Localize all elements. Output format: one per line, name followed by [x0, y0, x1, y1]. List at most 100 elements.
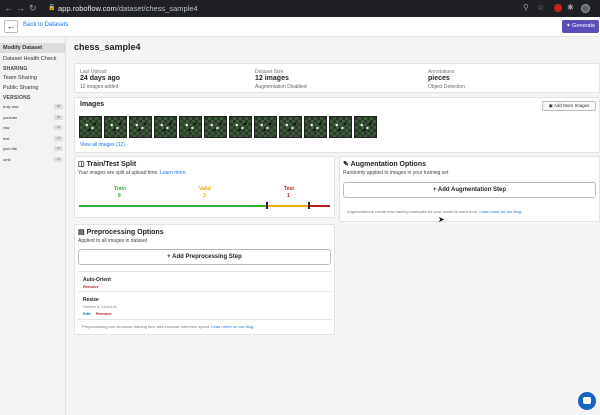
versions-heading: VERSIONS [3, 95, 31, 101]
divider [78, 271, 331, 272]
sidebar-item-health-check[interactable]: Dataset Health Check [3, 56, 57, 62]
split-book-icon: ◫ [78, 161, 85, 168]
annotations-label: Annotations [428, 69, 455, 75]
add-augmentation-step-button[interactable]: + Add Augmentation Step [343, 182, 596, 198]
browser-toolbar: ← → ↻ 🔒 app.roboflow.com/dataset/chess_s… [0, 0, 600, 17]
train-count: 8 [118, 193, 121, 199]
last-upload-label: Last Upload [80, 69, 107, 75]
generate-label: Generate [572, 23, 596, 29]
split-description: Your images are split at upload time. Le… [78, 170, 187, 176]
image-thumbnail[interactable] [304, 116, 327, 138]
split-learn-more-link[interactable]: Learn more. [160, 170, 188, 176]
last-upload-value: 24 days ago [80, 75, 121, 82]
resize-edit-link[interactable]: Edit [83, 311, 91, 316]
back-to-datasets-link[interactable]: Back to Datasets [23, 22, 69, 28]
image-thumbnail[interactable] [329, 116, 352, 138]
auto-orient-remove-link[interactable]: Remove [83, 284, 99, 289]
split-slider-handle[interactable] [266, 202, 268, 209]
image-thumbnail[interactable] [79, 116, 102, 138]
version-badge: v2 [54, 146, 63, 151]
train-test-split-card [74, 156, 335, 218]
last-upload-sub: 12 images added [80, 84, 119, 90]
image-thumbnail[interactable] [279, 116, 302, 138]
sidebar-item-modify-dataset[interactable]: Modify Dataset [0, 43, 66, 53]
test-label: Test [284, 186, 294, 192]
url-host: app.roboflow.com [58, 4, 117, 13]
version-name: test [3, 136, 10, 141]
generate-button[interactable]: ✦ Generate [562, 20, 599, 33]
split-title: ◫ Train/Test Split [78, 160, 136, 168]
image-thumbnail[interactable] [129, 116, 152, 138]
image-thumbnail[interactable] [104, 116, 127, 138]
augmentation-blog-link[interactable]: Learn more on our blog. [479, 209, 523, 214]
divider [78, 291, 331, 292]
add-preprocessing-step-button[interactable]: + Add Preprocessing Step [78, 249, 331, 265]
augmentation-title: ✎ Augmentation Options [343, 160, 426, 168]
preprocessing-title-text: Preprocessing Options [86, 229, 164, 236]
image-thumbnail[interactable] [204, 116, 227, 138]
lock-icon: 🔒 [48, 5, 56, 11]
back-arrow-button[interactable]: ← [4, 20, 18, 33]
augmentation-title-text: Augmentation Options [350, 161, 427, 168]
extension-icon[interactable] [554, 4, 562, 12]
image-thumbnail[interactable] [354, 116, 377, 138]
puzzle-extensions-icon[interactable]: ✱ [567, 3, 574, 12]
zoom-search-icon[interactable]: ⚲ [523, 3, 529, 12]
chat-support-icon[interactable] [578, 392, 596, 410]
sidebar: Modify Dataset Dataset Health Check SHAR… [0, 37, 66, 415]
view-all-images-link[interactable]: View all images (12) [80, 142, 125, 148]
browser-forward-icon[interactable]: → [16, 3, 25, 13]
bookmark-star-icon[interactable]: ☆ [537, 3, 545, 12]
browser-back-icon[interactable]: ← [4, 3, 13, 13]
image-thumbnail[interactable] [254, 116, 277, 138]
page-title: chess_sample4 [74, 42, 141, 52]
annotations-value: pieces [428, 75, 450, 82]
preprocessing-options-card [74, 224, 335, 335]
version-item[interactable]: truly-raw v6 [0, 102, 66, 111]
sidebar-item-public-sharing[interactable]: Public Sharing [3, 85, 39, 91]
version-name: raw [3, 125, 10, 130]
sidebar-item-team-sharing[interactable]: Team Sharing [3, 75, 37, 81]
version-item[interactable]: just-nite v2 [0, 144, 66, 153]
resize-step-name: Resize [83, 297, 99, 303]
version-item[interactable]: raw v4 [0, 123, 66, 132]
augmentation-description: Randomly applied to images in your train… [343, 170, 449, 176]
version-item[interactable]: test v3 [0, 134, 66, 143]
valid-label: Valid [199, 186, 211, 192]
resize-step-detail: Stretch to 416x416 [83, 304, 117, 309]
version-name: omit [3, 157, 11, 162]
reload-icon[interactable]: ↻ [29, 3, 37, 13]
address-bar[interactable]: 🔒 app.roboflow.com/dataset/chess_sample4 [48, 2, 468, 15]
sharing-heading: SHARING [3, 66, 28, 72]
version-badge: v3 [54, 136, 63, 141]
dataset-size-sub: Augmentation Disabled [255, 84, 307, 90]
app-header: ← Back to Datasets ✦ Generate [0, 17, 600, 37]
train-split-bar [79, 205, 267, 207]
divider [78, 319, 331, 320]
annotations-sub: Object Detection [428, 84, 465, 90]
add-more-images-button[interactable]: ▣ Add More Images [542, 101, 596, 111]
image-thumbnail[interactable] [154, 116, 177, 138]
dataset-size-label: Dataset Size [255, 69, 284, 75]
augmentation-footer-text: Augmentations create new training exampl… [347, 209, 479, 214]
url-path: /dataset/chess_sample4 [116, 4, 198, 13]
preprocessing-description: Applied to all images in dataset [78, 238, 148, 244]
auto-orient-step-name: Auto-Orient [83, 277, 111, 283]
preprocessing-title: ▤ Preprocessing Options [78, 228, 164, 236]
profile-avatar[interactable] [581, 4, 590, 13]
preprocessing-blog-link[interactable]: Learn more on our blog. [211, 324, 255, 329]
preprocessing-footer: Preprocessing can decrease training time… [82, 324, 254, 329]
split-slider-handle[interactable] [308, 202, 310, 209]
image-thumbnail[interactable] [229, 116, 252, 138]
mouse-cursor-icon: ➤ [438, 215, 445, 224]
dataset-size-value: 12 images [255, 75, 289, 82]
valid-count: 3 [203, 193, 206, 199]
preprocessing-crop-icon: ▤ [78, 229, 85, 236]
image-thumbnail[interactable] [179, 116, 202, 138]
version-item[interactable]: omit v1 [0, 155, 66, 164]
resize-remove-link[interactable]: Remove [96, 311, 112, 316]
valid-split-bar [267, 205, 309, 207]
version-name: just-nite [3, 146, 18, 151]
version-item[interactable]: youtube v5 [0, 113, 66, 122]
version-badge: v5 [54, 115, 63, 120]
